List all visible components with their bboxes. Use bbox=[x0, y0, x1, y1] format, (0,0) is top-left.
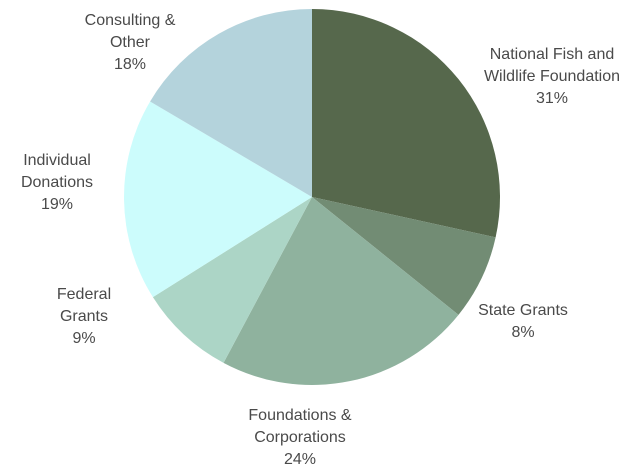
pie-slice bbox=[152, 197, 312, 363]
category-label: Consulting & Other bbox=[84, 12, 176, 51]
slice-label: Individual Donations 19% bbox=[10, 150, 105, 216]
slice-label: National Fish and Wildlife Foundation 31% bbox=[482, 44, 622, 110]
pie-slice bbox=[312, 9, 501, 238]
category-label: National Fish and Wildlife Foundation bbox=[483, 46, 621, 85]
category-label: Individual Donations bbox=[20, 152, 94, 191]
pie-slice bbox=[312, 197, 496, 315]
value-label: 19% bbox=[40, 196, 74, 213]
value-label: 24% bbox=[283, 451, 317, 468]
pie-slice bbox=[223, 197, 459, 385]
slice-label: Foundations & Corporations 24% bbox=[235, 405, 365, 471]
slice-label: State Grants 8% bbox=[463, 300, 583, 344]
value-label: 8% bbox=[511, 324, 535, 341]
slice-label: Federal Grants 9% bbox=[48, 284, 120, 350]
category-label: Federal Grants bbox=[56, 286, 112, 325]
category-label: State Grants bbox=[478, 302, 568, 319]
pie-slice bbox=[150, 9, 312, 197]
slice-label: Consulting & Other 18% bbox=[78, 10, 183, 76]
pie-slice bbox=[124, 101, 312, 298]
category-label: Foundations & Corporations bbox=[248, 407, 352, 446]
value-label: 9% bbox=[72, 330, 96, 347]
value-label: 31% bbox=[535, 90, 569, 107]
value-label: 18% bbox=[113, 56, 147, 73]
